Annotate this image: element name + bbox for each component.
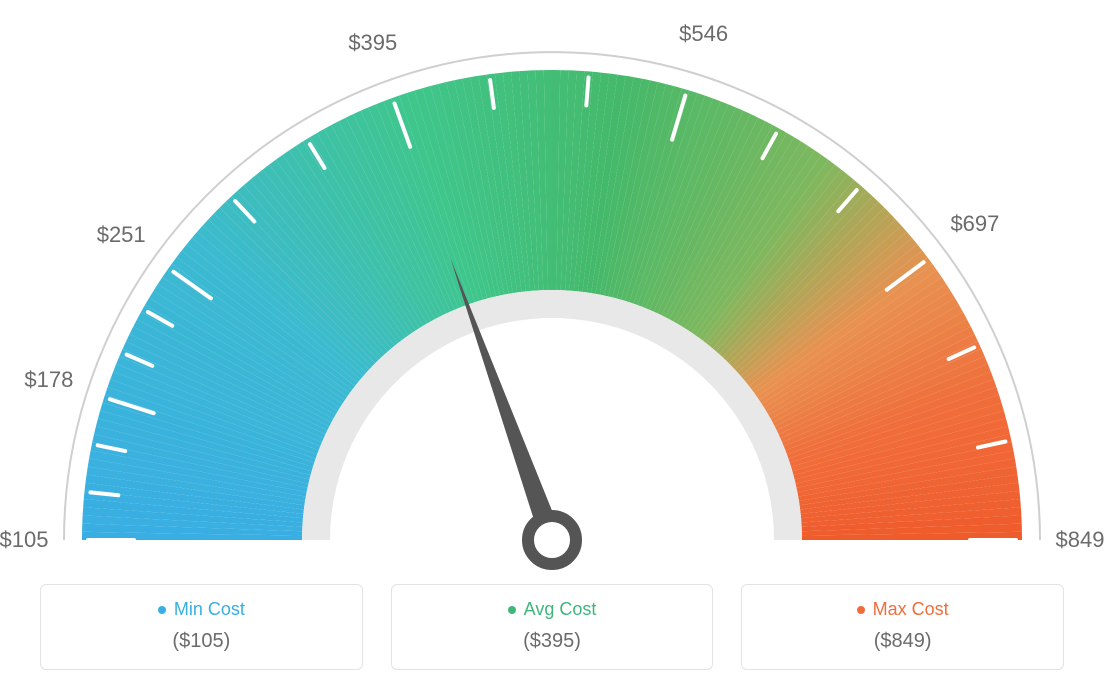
legend-title-min: Min Cost — [158, 599, 245, 620]
gauge-tick-label: $395 — [348, 30, 397, 56]
legend-title-max: Max Cost — [857, 599, 949, 620]
legend-title-text-max: Max Cost — [873, 599, 949, 620]
legend-dot-avg — [508, 606, 516, 614]
gauge-tick-label: $849 — [1056, 527, 1104, 553]
legend-card-max: Max Cost ($849) — [741, 584, 1064, 670]
legend-dot-min — [158, 606, 166, 614]
gauge-tick-label: $697 — [950, 211, 999, 237]
gauge-needle-hub — [528, 516, 576, 564]
gauge-tick-label: $546 — [679, 21, 728, 47]
legend-card-avg: Avg Cost ($395) — [391, 584, 714, 670]
gauge-tick-label: $178 — [24, 367, 73, 393]
legend-value-max: ($849) — [742, 630, 1063, 653]
gauge-tick-label: $251 — [97, 222, 146, 248]
legend-title-text-min: Min Cost — [174, 599, 245, 620]
legend-title-text-avg: Avg Cost — [524, 599, 597, 620]
cost-gauge-chart: Min Cost ($105) Avg Cost ($395) Max Cost ($84… — [0, 0, 1104, 690]
legend-row: Min Cost ($105) Avg Cost ($395) Max Cost ($84… — [40, 584, 1064, 670]
legend-card-min: Min Cost ($105) — [40, 584, 363, 670]
legend-value-min: ($105) — [41, 630, 362, 653]
gauge-tick-label: $105 — [0, 527, 48, 553]
legend-dot-max — [857, 606, 865, 614]
legend-title-avg: Avg Cost — [508, 599, 597, 620]
legend-value-avg: ($395) — [392, 630, 713, 653]
